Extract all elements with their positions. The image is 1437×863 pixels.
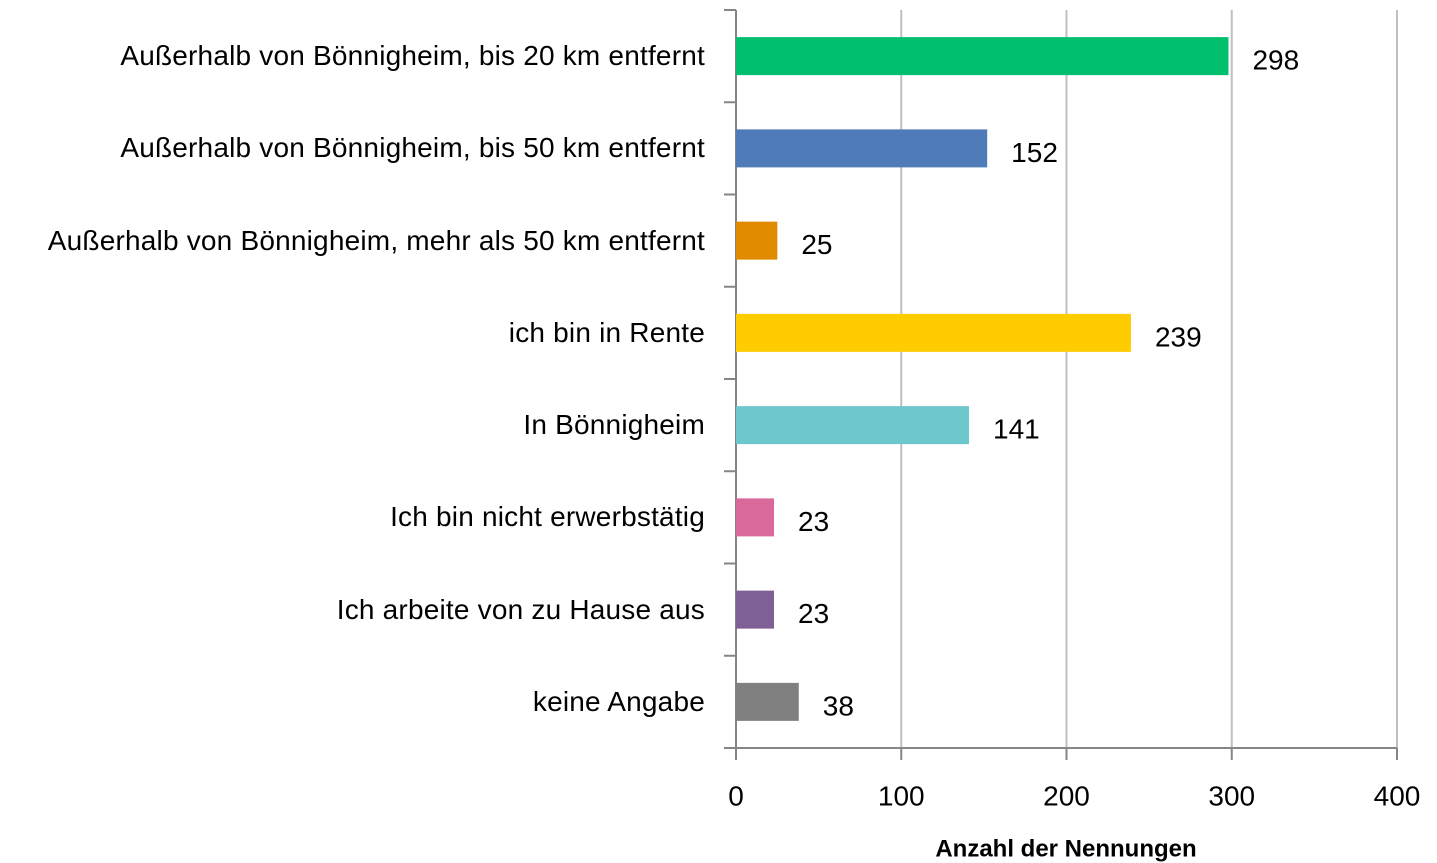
y-tick-label: Außerhalb von Bönnigheim, mehr als 50 km… <box>47 224 705 256</box>
bar <box>736 498 775 537</box>
y-tick-label: keine Angabe <box>532 685 705 717</box>
bar <box>736 221 778 260</box>
y-tick-label: Ich bin nicht erwerbstätig <box>390 501 705 533</box>
bar <box>736 129 988 168</box>
y-tick-label: Ich arbeite von zu Hause aus <box>336 593 705 625</box>
value-label: 152 <box>1011 137 1058 168</box>
value-label: 239 <box>1155 321 1202 352</box>
value-label: 298 <box>1252 45 1299 76</box>
bar <box>736 37 1229 76</box>
x-tick-label: 400 <box>1374 780 1421 811</box>
value-label: 25 <box>801 229 832 260</box>
bar <box>736 590 775 629</box>
y-tick-label: Außerhalb von Bönnigheim, bis 50 km entf… <box>120 132 705 164</box>
y-tick-label: ich bin in Rente <box>508 316 705 348</box>
value-label: 23 <box>798 598 829 629</box>
y-tick-label: Außerhalb von Bönnigheim, bis 20 km entf… <box>120 40 705 72</box>
value-label: 141 <box>993 414 1040 445</box>
x-tick-label: 300 <box>1208 780 1255 811</box>
value-label: 38 <box>823 690 854 721</box>
x-tick-label: 200 <box>1043 780 1090 811</box>
x-axis-label: Anzahl der Nennungen <box>935 835 1196 862</box>
value-label: 23 <box>798 506 829 537</box>
x-tick-label: 100 <box>878 780 925 811</box>
bar <box>736 406 970 445</box>
bar <box>736 313 1131 352</box>
bar <box>736 682 799 721</box>
x-tick-label: 0 <box>728 780 744 811</box>
y-tick-label: In Bönnigheim <box>523 409 705 441</box>
